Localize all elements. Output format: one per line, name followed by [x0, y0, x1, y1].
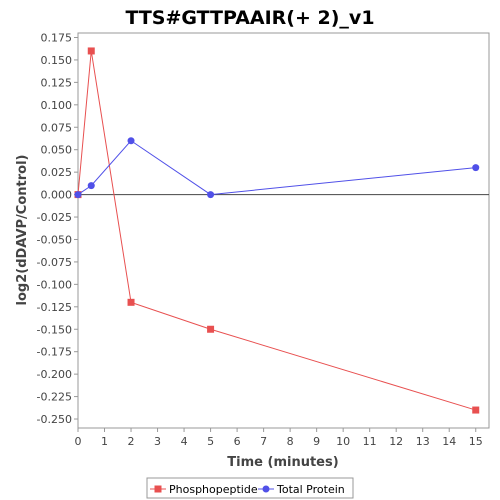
y-tick-label: -0.075: [37, 256, 72, 269]
y-tick-label: 0.000: [41, 189, 73, 202]
y-tick-label: 0.100: [41, 99, 73, 112]
data-point: [127, 137, 135, 145]
y-tick-label: -0.250: [37, 413, 72, 426]
data-point: [472, 406, 480, 414]
x-tick-label: 3: [154, 435, 161, 448]
data-point: [87, 182, 95, 190]
legend-marker: [262, 485, 270, 493]
y-tick-label: 0.075: [41, 121, 73, 134]
x-tick-label: 10: [336, 435, 350, 448]
x-tick-label: 13: [416, 435, 430, 448]
y-tick-label: 0.025: [41, 166, 73, 179]
y-tick-label: -0.225: [37, 391, 72, 404]
y-tick-label: -0.200: [37, 368, 72, 381]
y-axis-label: log2(dDAVP/Control): [15, 155, 30, 306]
x-tick-label: 15: [469, 435, 483, 448]
x-tick-label: 7: [260, 435, 267, 448]
x-tick-label: 14: [442, 435, 456, 448]
series-layer: [74, 47, 480, 414]
y-tick-label: 0.050: [41, 144, 73, 157]
x-tick-label: 9: [313, 435, 320, 448]
x-tick-label: 2: [128, 435, 135, 448]
x-tick-label: 6: [234, 435, 241, 448]
x-axis: 0 1 2 3 4 5 6 7 8 9 10 11 12 13 14 15: [75, 428, 483, 448]
data-point: [207, 191, 215, 199]
legend-box: [146, 477, 354, 499]
data-point: [127, 298, 135, 306]
x-axis-label: Time (minutes): [227, 455, 338, 470]
data-point: [472, 164, 480, 172]
x-tick-label: 1: [101, 435, 108, 448]
x-tick-label: 12: [389, 435, 403, 448]
y-tick-label: -0.050: [37, 233, 72, 246]
y-tick-label: -0.150: [37, 323, 72, 336]
x-tick-label: 11: [363, 435, 377, 448]
y-tick-label: -0.100: [37, 278, 72, 291]
x-tick-label: 5: [207, 435, 214, 448]
data-point: [74, 191, 82, 199]
legend-label: Total Protein: [276, 483, 345, 496]
y-tick-label: -0.125: [37, 301, 72, 314]
y-tick-label: -0.175: [37, 346, 72, 359]
y-tick-label: -0.025: [37, 211, 72, 224]
legend-label: Phosphopeptide: [169, 483, 258, 496]
y-tick-label: 0.125: [41, 76, 73, 89]
legend: Phosphopeptide Total Protein: [146, 477, 354, 499]
chart-title: TTS#GTTPAAIR(+ 2)_v1: [125, 7, 374, 29]
legend-marker: [154, 485, 162, 493]
y-tick-label: 0.175: [41, 31, 73, 44]
plot-area: [77, 32, 490, 429]
x-tick-label: 0: [75, 435, 82, 448]
x-tick-label: 4: [181, 435, 188, 448]
data-point: [87, 47, 95, 55]
y-tick-label: 0.150: [41, 54, 73, 67]
x-tick-label: 8: [287, 435, 294, 448]
data-point: [207, 325, 215, 333]
y-axis: 0.175 0.150 0.125 0.100 0.075 0.050 0.025 0.000…: [37, 31, 78, 426]
